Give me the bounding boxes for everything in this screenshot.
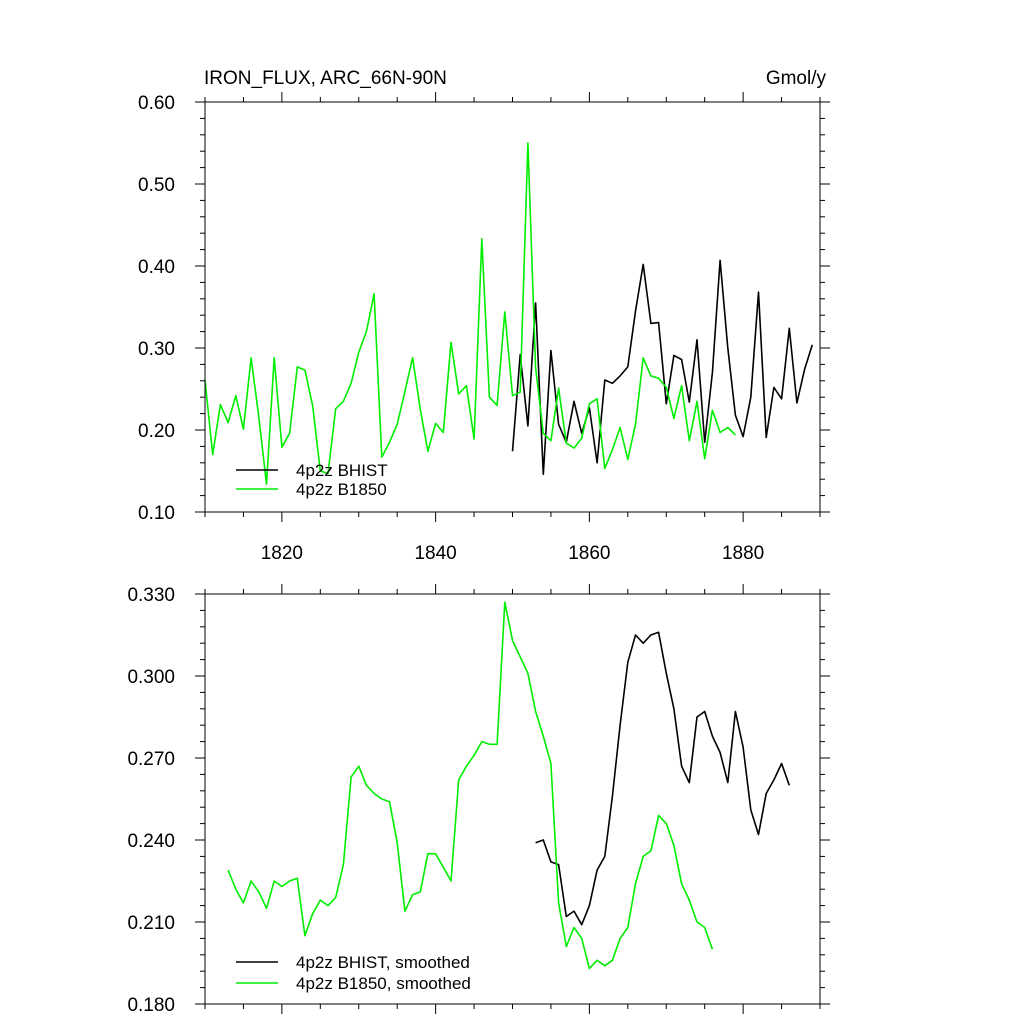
y-tick-label: 0.40 xyxy=(138,257,175,278)
legend-label: 4p2z BHIST, smoothed xyxy=(296,953,470,972)
bottom-panel-marks xyxy=(227,601,791,970)
bottom-panel-axes: 0.180 0.210 0.240 0.270 0.300 0.330 xyxy=(127,584,830,1016)
y-tick-label: 0.330 xyxy=(127,585,175,606)
y-tick-label: 0.30 xyxy=(138,339,175,360)
series-line-b1850 xyxy=(227,601,714,970)
series-line-bhist xyxy=(511,259,814,476)
y-tick-label: 0.50 xyxy=(138,175,175,196)
legend-label: 4p2z B1850, smoothed xyxy=(296,974,471,993)
x-tick-label: 1820 xyxy=(261,543,303,564)
top-panel-axes: 0.10 0.20 0.30 0.40 0.50 0.60 1820 1840 1860 1880 xyxy=(138,92,830,564)
bottom-panel-legend: 4p2z BHIST, smoothed 4p2z B1850, smoothed xyxy=(236,953,471,993)
x-tick-label: 1880 xyxy=(722,543,764,564)
y-tick-label: 0.210 xyxy=(127,913,175,934)
y-tick-label: 0.180 xyxy=(127,995,175,1016)
units-label: Gmol/y xyxy=(766,68,827,89)
y-tick-label: 0.240 xyxy=(127,831,175,852)
chart-title: IRON_FLUX, ARC_66N-90N xyxy=(204,68,447,89)
y-tick-label: 0.270 xyxy=(127,749,175,770)
y-tick-label: 0.10 xyxy=(138,503,175,524)
series-line-b1850 xyxy=(204,142,736,485)
top-panel-marks xyxy=(204,142,814,485)
y-tick-label: 0.300 xyxy=(127,667,175,688)
y-tick-label: 0.20 xyxy=(138,421,175,442)
bottom-panel: 0.180 0.210 0.240 0.270 0.300 0.330 4p2z BHIS… xyxy=(127,584,830,1016)
legend-label: 4p2z BHIST xyxy=(296,461,388,480)
top-panel: IRON_FLUX, ARC_66N-90N Gmol/y 0.100.200.… xyxy=(138,68,830,564)
y-tick-label: 0.60 xyxy=(138,93,175,114)
legend-label: 4p2z B1850 xyxy=(296,480,387,499)
series-line-bhist xyxy=(535,631,791,926)
x-tick-label: 1860 xyxy=(568,543,610,564)
plot-frame xyxy=(204,593,821,1005)
x-tick-label: 1840 xyxy=(414,543,456,564)
